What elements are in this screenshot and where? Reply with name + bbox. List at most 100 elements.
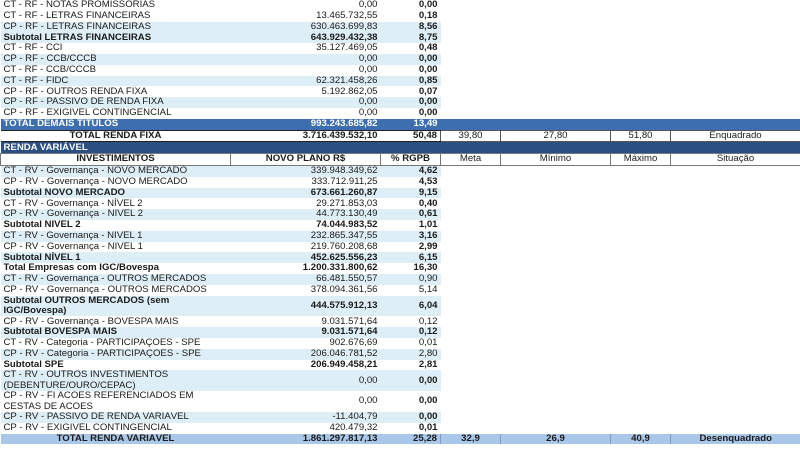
row-value: 420.479,32 xyxy=(230,422,381,434)
table-row: Subtotal BOVESPA MAIS 9.031.571,64 0,12 xyxy=(0,327,800,338)
row-label: CP - RV - Governança - BOVESPA MAIS xyxy=(0,316,231,328)
row-pct: 13,49 xyxy=(380,118,441,131)
table-row: CT - RV - OUTROS INVESTIMENTOS (DEBENTUR… xyxy=(0,370,800,392)
row-label: Subtotal NÍVEL 1 xyxy=(0,252,231,264)
row-value: 5.192.862,05 xyxy=(230,86,381,98)
row-label: Subtotal BOVESPA MAIS xyxy=(0,327,231,338)
row-label: CP - RV - Governança - NOVO MERCADO xyxy=(0,176,231,188)
table-row: CP - RV - Governança - NÍVEL 2 44.773.130… xyxy=(0,209,800,220)
row-label: CP - RF - LETRAS FINANCEIRAS xyxy=(0,21,231,33)
meta-value: 39,80 xyxy=(440,129,501,143)
row-pct: 6,15 xyxy=(380,252,441,264)
row-pct: 0,85 xyxy=(380,75,441,87)
row-label: CP - RV - Governança - NÍVEL 2 xyxy=(0,209,231,220)
row-pct: 0,48 xyxy=(380,43,441,54)
row-pct: 0,90 xyxy=(380,273,441,285)
table-row: CP - RF - LETRAS FINANCEIRAS 630.463.699,… xyxy=(0,21,800,33)
row-value: 206.949.458,21 xyxy=(230,359,381,371)
row-label: CT - RV - Categoria - PARTICIPAÇÕES - SP… xyxy=(0,337,231,349)
header-minimo: Mínimo xyxy=(500,153,611,166)
meta-value: 32,9 xyxy=(440,433,501,445)
row-value: 219.760.208,68 xyxy=(230,241,381,253)
table-row: Subtotal NÍVEL 2 74.044.983,52 1,01 xyxy=(0,219,800,231)
row-value: 0,00 xyxy=(230,391,381,412)
table-row: Total Empresas com IGC/Bovespa 1.200.331.… xyxy=(0,263,800,274)
table-row: Subtotal NOVO MERCADO 673.661.260,87 9,15 xyxy=(0,187,800,199)
maximo-value: 40,9 xyxy=(610,433,671,445)
row-value: 444.575.912,13 xyxy=(230,295,381,317)
total-demais-titulos-row: TOTAL DEMAIS TÍTULOS 993.243.685,82 13,4… xyxy=(0,118,800,131)
row-value: 0,00 xyxy=(230,97,381,108)
section-header-renda-variavel: RENDA VARIÁVEL xyxy=(0,141,800,154)
row-value: 452.625.556,23 xyxy=(230,252,381,264)
row-label: CT - RF - CCB/CCCB xyxy=(0,64,231,76)
row-label: CP - RV - Governança - NÍVEL 1 xyxy=(0,241,231,253)
row-label: CT - RF - CCI xyxy=(0,43,231,54)
row-label: CT - RV - Governança - OUTROS MERCADOS xyxy=(0,273,231,285)
row-value: 0,00 xyxy=(230,64,381,76)
row-value: 74.044.983,52 xyxy=(230,219,381,231)
row-label: Subtotal SPE xyxy=(0,359,231,371)
row-pct: 0,61 xyxy=(380,209,441,220)
row-label: CP - RV - Governança - OUTROS MERCADOS xyxy=(0,284,231,296)
row-pct: 0,01 xyxy=(380,422,441,434)
table-row: CP - RF - OUTROS RENDA FIXA 5.192.862,05 0… xyxy=(0,86,800,98)
row-pct: 8,56 xyxy=(380,21,441,33)
table-row: CP - RF - PASSIVO DE RENDA FIXA 0,00 0,00 xyxy=(0,97,800,108)
table-row: CP - RV - Governança - NOVO MERCADO 333.7… xyxy=(0,176,800,188)
table-row: CT - RF - NOTAS PROMISSORIAS 0,00 0,00 xyxy=(0,0,800,11)
row-pct: 0,07 xyxy=(380,86,441,98)
row-pct: 1,01 xyxy=(380,219,441,231)
row-label: TOTAL RENDA VARIÁVEL xyxy=(0,433,231,445)
row-label: Subtotal NOVO MERCADO xyxy=(0,187,231,199)
row-label: TOTAL DEMAIS TÍTULOS xyxy=(0,118,231,131)
total-renda-fixa-row: TOTAL RENDA FIXA 3.716.439.532,10 50,48 … xyxy=(0,129,800,143)
row-pct: 25,28 xyxy=(380,433,441,445)
header-maximo: Máximo xyxy=(610,153,671,166)
column-headers: INVESTIMENTOS NOVO PLANO R$ % RGPB Meta … xyxy=(0,153,800,166)
renda-fixa-rows: CT - RF - NOTAS PROMISSORIAS 0,00 0,00 CT -… xyxy=(0,0,800,119)
row-label: CP - RV - EXIGIVEL CONTINGENCIAL xyxy=(0,422,231,434)
row-value: 378.094.361,56 xyxy=(230,284,381,296)
row-value: 333.712.911,25 xyxy=(230,176,381,188)
table-row: CT - RF - CCB/CCCB 0,00 0,00 xyxy=(0,64,800,76)
table-row: CT - RF - CCI 35.127.469,05 0,48 xyxy=(0,43,800,54)
section-title: RENDA VARIÁVEL xyxy=(0,141,800,154)
row-pct: 0,01 xyxy=(380,337,441,349)
table-row: CP - RV - FI ACOES REFERENCIADOS EM CEST… xyxy=(0,391,800,412)
table-row: CT - RV - Governança - NOVO MERCADO 339.9… xyxy=(0,165,800,177)
maximo-value: 51,80 xyxy=(610,129,671,143)
row-pct: 0,12 xyxy=(380,327,441,338)
row-label: CT - RF - NOTAS PROMISSORIAS xyxy=(0,0,231,11)
row-pct: 2,99 xyxy=(380,241,441,253)
row-pct: 0,18 xyxy=(380,10,441,22)
header-novo-plano: NOVO PLANO R$ xyxy=(230,153,381,166)
table-row: CP - RV - Governança - BOVESPA MAIS 9.031… xyxy=(0,316,800,328)
row-pct: 0,00 xyxy=(380,370,441,392)
row-value: 9.031.571,64 xyxy=(230,327,381,338)
row-value: 35.127.469,05 xyxy=(230,43,381,54)
row-value: 0,00 xyxy=(230,107,381,119)
table-row: CP - RV - Governança - NÍVEL 1 219.760.20… xyxy=(0,241,800,253)
table-row: CT - RV - Governança - OUTROS MERCADOS 66… xyxy=(0,273,800,285)
row-pct: 16,30 xyxy=(380,263,441,274)
row-pct: 0,00 xyxy=(380,64,441,76)
table-row: CP - RV - PASSIVO DE RENDA VARIÁVEL -11.4… xyxy=(0,411,800,423)
header-pct-rgpb: % RGPB xyxy=(380,153,441,166)
row-pct: 3,16 xyxy=(380,230,441,242)
row-pct: 9,15 xyxy=(380,187,441,199)
table-row: CP - RV - Governança - OUTROS MERCADOS 37… xyxy=(0,284,800,296)
row-label: Subtotal LETRAS FINANCEIRAS xyxy=(0,32,231,44)
table-row: CT - RV - Categoria - PARTICIPAÇÕES - SP… xyxy=(0,337,800,349)
total-renda-variavel-row: TOTAL RENDA VARIÁVEL 1.861.297.817,13 25… xyxy=(0,433,800,445)
header-investimentos: INVESTIMENTOS xyxy=(0,153,231,166)
row-value: 29.271.853,03 xyxy=(230,198,381,210)
table-row: Subtotal SPE 206.949.458,21 2,81 xyxy=(0,359,800,371)
situacao-value: Desenquadrado xyxy=(670,433,800,445)
table-row: CT - RF - LETRAS FINANCEIRAS 13.465.732,5… xyxy=(0,10,800,22)
minimo-value: 26,9 xyxy=(500,433,611,445)
row-label: CP - RF - PASSIVO DE RENDA FIXA xyxy=(0,97,231,108)
row-pct: 0,12 xyxy=(380,316,441,328)
row-value: 673.661.260,87 xyxy=(230,187,381,199)
renda-variavel-rows: CT - RV - Governança - NOVO MERCADO 339.9… xyxy=(0,165,800,434)
